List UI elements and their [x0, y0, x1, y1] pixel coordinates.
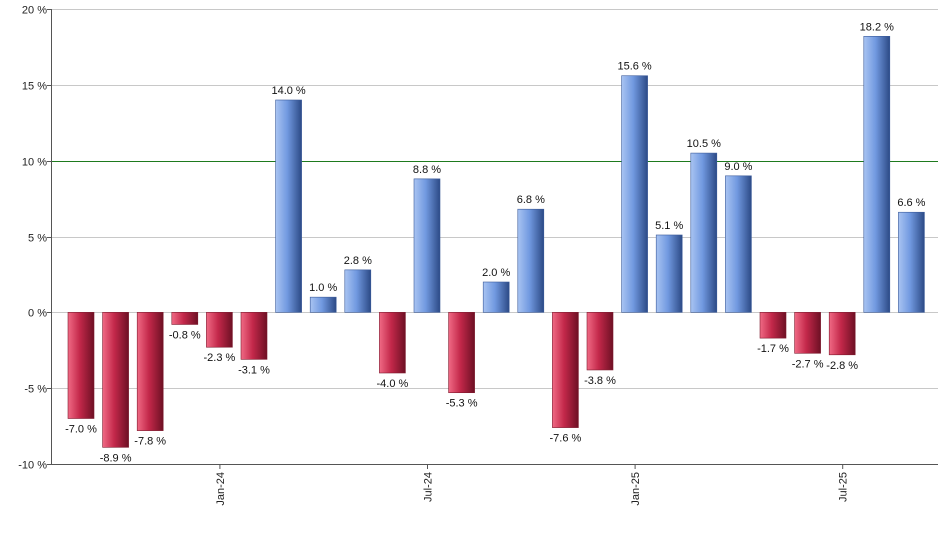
- bar-18: [690, 152, 718, 313]
- bar-5: [240, 312, 268, 360]
- data-label-12: 2.0 %: [482, 267, 510, 279]
- grid-lines: [51, 9, 938, 465]
- data-label-15: -3.8 %: [584, 375, 616, 387]
- x-tick-label: Jul-25: [838, 472, 850, 502]
- bar-1: [102, 312, 129, 448]
- data-label-16: 15.6 %: [617, 61, 651, 73]
- bars: [67, 35, 925, 448]
- data-label-14: -7.6 %: [550, 433, 582, 445]
- data-label-11: -5.3 %: [446, 398, 478, 410]
- bar-16: [621, 75, 648, 313]
- bar-23: [863, 35, 891, 313]
- bar-10: [413, 178, 441, 313]
- axes: 20 % 15 % 10 % 5 % 0 % -5 % -10 % Jan-24 Jul-24 J…: [18, 5, 938, 506]
- bar-24: [898, 211, 925, 313]
- bar-12: [482, 281, 510, 313]
- bar-11: [448, 312, 475, 394]
- bar-9: [379, 312, 406, 374]
- bar-7: [309, 296, 337, 313]
- y-tick-label: 15 %: [22, 81, 47, 93]
- data-label-4: -2.3 %: [204, 352, 236, 364]
- y-tick-label: -5 %: [24, 384, 47, 396]
- data-label-18: 10.5 %: [687, 138, 721, 150]
- bar-19: [725, 175, 752, 313]
- x-tick-label: Jan-25: [630, 472, 642, 506]
- data-label-17: 5.1 %: [655, 220, 683, 232]
- bar-15: [586, 312, 614, 371]
- data-label-8: 2.8 %: [344, 255, 372, 267]
- bar-17: [655, 234, 683, 313]
- bar-22: [828, 312, 856, 356]
- bar-20: [759, 312, 787, 339]
- bar-8: [344, 269, 372, 313]
- data-label-7: 1.0 %: [309, 282, 337, 294]
- x-tick-label: Jan-24: [215, 472, 227, 506]
- bar-3: [171, 312, 199, 325]
- bar-0: [67, 312, 95, 419]
- data-label-13: 6.8 %: [517, 194, 545, 206]
- data-label-23: 18.2 %: [860, 21, 894, 33]
- data-label-9: -4.0 %: [377, 378, 409, 390]
- data-label-24: 6.6 %: [897, 197, 925, 209]
- x-tick-label: Jul-24: [423, 472, 435, 502]
- data-label-5: -3.1 %: [238, 364, 270, 376]
- bar-2: [136, 312, 164, 431]
- data-labels: -7.0 % -8.9 %-7.8 % -0.8 %-2.3 %-3.1 % 14.0…: [65, 21, 926, 464]
- data-label-21: -2.7 %: [792, 358, 824, 370]
- data-label-2: -7.8 %: [134, 436, 166, 448]
- data-label-6: 14.0 %: [271, 85, 305, 97]
- y-tick-label: -10 %: [18, 460, 47, 472]
- data-label-0: -7.0 %: [65, 424, 97, 436]
- data-label-22: -2.8 %: [826, 360, 858, 372]
- bar-6: [275, 99, 302, 313]
- bar-13: [517, 208, 545, 313]
- data-label-3: -0.8 %: [169, 329, 201, 341]
- data-label-19: 9.0 %: [724, 161, 752, 173]
- y-tick-label: 0 %: [28, 308, 47, 320]
- y-tick-label: 10 %: [22, 157, 47, 169]
- y-tick-label: 20 %: [22, 5, 47, 17]
- data-label-1: -8.9 %: [100, 452, 132, 464]
- bar-14: [552, 312, 579, 428]
- bar-4: [206, 312, 233, 348]
- y-tick-label: 5 %: [28, 233, 47, 245]
- bar-21: [794, 312, 821, 354]
- data-label-10: 8.8 %: [413, 164, 441, 176]
- data-label-20: -1.7 %: [757, 343, 789, 355]
